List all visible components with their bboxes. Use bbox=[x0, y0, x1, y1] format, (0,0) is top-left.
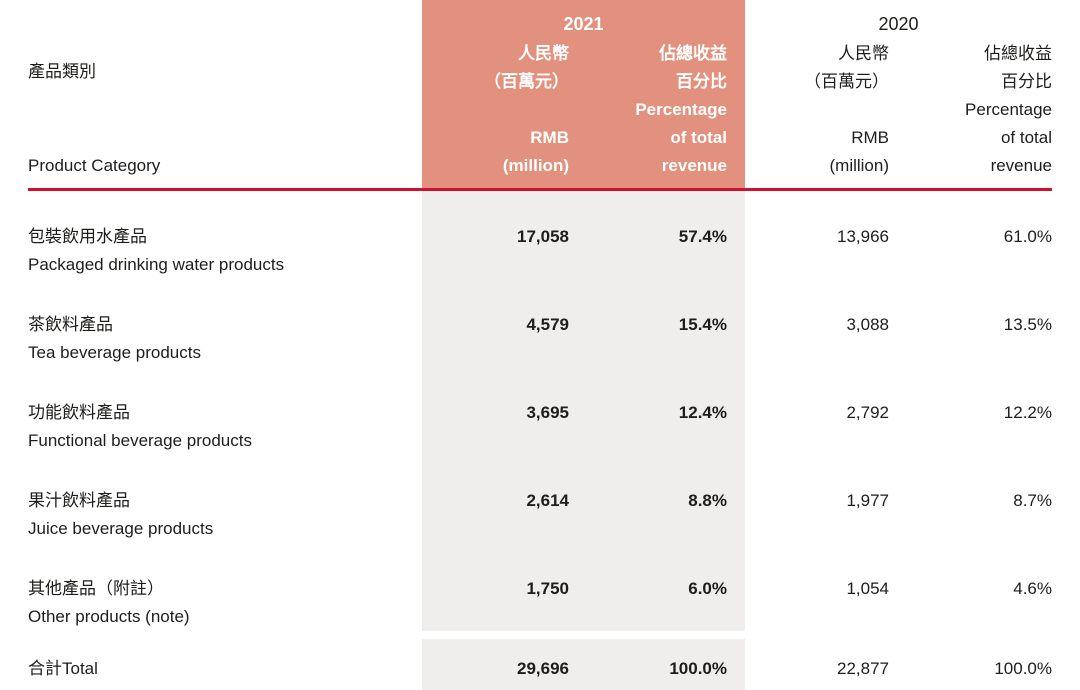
rmb-header-line: RMB bbox=[530, 128, 569, 147]
row-category-zh: 功能飲料產品 bbox=[28, 403, 130, 422]
value-2021-pct: 12.4% bbox=[575, 367, 745, 455]
value-2021-pct: 57.4% bbox=[575, 191, 745, 279]
pct-header-line: 百分比 bbox=[676, 72, 727, 91]
row-category-zh: 茶飲料產品 bbox=[28, 315, 113, 334]
pct-header-line: 佔總收益 bbox=[659, 44, 727, 63]
value-2020-rmb: 1,054 bbox=[846, 579, 889, 598]
value-2021-pct: 6.0% bbox=[575, 543, 745, 631]
row-category-en: Functional beverage products bbox=[28, 431, 252, 450]
value-2021-rmb: 17,058 bbox=[422, 191, 575, 279]
row-category-zh: 果汁飲料產品 bbox=[28, 491, 130, 510]
pct-column-header-2021: 佔總收益 百分比 Percentage of total revenue bbox=[575, 40, 745, 180]
rmb-header-line: 人民幣 bbox=[518, 44, 569, 63]
row-category-zh: 包裝飲用水產品 bbox=[28, 227, 147, 246]
year-label-2020: 2020 bbox=[878, 14, 919, 34]
rmb-header-spacer bbox=[422, 96, 569, 124]
row-category-zh: 其他產品（附註） bbox=[28, 579, 164, 598]
rmb-header-line: （百萬元） bbox=[804, 72, 889, 91]
row-category-en: Juice beverage products bbox=[28, 519, 214, 538]
rmb-header-line: (million) bbox=[502, 156, 569, 175]
row-category-en: Tea beverage products bbox=[28, 343, 201, 362]
category-header-zh: 產品類別 bbox=[28, 62, 96, 81]
column-group-2020-headers: 人民幣 （百萬元） RMB (million) 佔總收益 百分比 Percent… bbox=[745, 40, 1052, 180]
column-group-2021-headers: 人民幣 （百萬元） RMB (million) 佔總收益 百分比 Percent… bbox=[422, 40, 745, 180]
table-row: 其他產品（附註） Other products (note) 1,750 6.0… bbox=[28, 543, 1052, 631]
value-2020-rmb: 2,792 bbox=[846, 403, 889, 422]
pct-header-line: 佔總收益 bbox=[984, 44, 1052, 63]
row-category: 包裝飲用水產品 Packaged drinking water products bbox=[28, 191, 422, 279]
table-row: 功能飲料產品 Functional beverage products 3,69… bbox=[28, 367, 1052, 455]
value-2020-pct: 12.2% bbox=[1003, 403, 1052, 422]
year-label-2021: 2021 bbox=[563, 14, 604, 34]
total-label: 合計Total bbox=[28, 659, 98, 678]
value-2020-rmb: 3,088 bbox=[846, 315, 889, 334]
table-header: 產品類別 Product Category 2021 人民幣 （百萬元） RMB… bbox=[28, 0, 1052, 188]
value-2021-rmb: 3,695 bbox=[422, 367, 575, 455]
rmb-column-header-2020: 人民幣 （百萬元） RMB (million) bbox=[745, 40, 895, 180]
header-divider-rule bbox=[28, 188, 1052, 191]
pct-column-header-2020: 佔總收益 百分比 Percentage of total revenue bbox=[895, 40, 1052, 180]
total-2020-pct: 100.0% bbox=[994, 659, 1052, 678]
row-category: 茶飲料產品 Tea beverage products bbox=[28, 279, 422, 367]
rmb-header-line: RMB bbox=[851, 128, 889, 147]
column-group-2020: 2020 人民幣 （百萬元） RMB (million) 佔總收益 百分比 Pe… bbox=[745, 0, 1052, 188]
total-2021-pct: 100.0% bbox=[575, 639, 745, 690]
pct-header-line: Percentage bbox=[965, 100, 1052, 119]
value-2020-pct: 4.6% bbox=[1013, 579, 1052, 598]
value-2021-pct: 8.8% bbox=[575, 455, 745, 543]
column-group-2021: 2021 人民幣 （百萬元） RMB (million) 佔總收益 百分比 Pe… bbox=[422, 0, 745, 188]
row-category-en: Other products (note) bbox=[28, 607, 190, 626]
value-2021-rmb: 1,750 bbox=[422, 543, 575, 631]
value-2020-rmb: 1,977 bbox=[846, 491, 889, 510]
rmb-header-line: (million) bbox=[829, 156, 890, 175]
value-2020-pct: 13.5% bbox=[1003, 315, 1052, 334]
total-2020-rmb: 22,877 bbox=[837, 659, 889, 678]
pct-header-line: of total bbox=[1000, 128, 1052, 147]
category-header-en: Product Category bbox=[28, 156, 161, 175]
category-header: 產品類別 Product Category bbox=[28, 0, 422, 188]
table-row: 茶飲料產品 Tea beverage products 4,579 15.4% … bbox=[28, 279, 1052, 367]
value-2020-rmb: 13,966 bbox=[837, 227, 889, 246]
value-2021-rmb: 2,614 bbox=[422, 455, 575, 543]
row-category: 其他產品（附註） Other products (note) bbox=[28, 543, 422, 631]
pct-header-line: 百分比 bbox=[1001, 72, 1052, 91]
rmb-column-header-2021: 人民幣 （百萬元） RMB (million) bbox=[422, 40, 575, 180]
pct-header-line: Percentage bbox=[635, 100, 727, 119]
value-2021-pct: 15.4% bbox=[575, 279, 745, 367]
row-category: 功能飲料產品 Functional beverage products bbox=[28, 367, 422, 455]
value-2021-rmb: 4,579 bbox=[422, 279, 575, 367]
pct-header-line: revenue bbox=[990, 156, 1052, 175]
rmb-header-line: （百萬元） bbox=[484, 72, 569, 91]
table-row: 包裝飲用水產品 Packaged drinking water products… bbox=[28, 191, 1052, 279]
pct-header-line: of total bbox=[670, 128, 727, 147]
row-category: 果汁飲料產品 Juice beverage products bbox=[28, 455, 422, 543]
rmb-header-line: 人民幣 bbox=[838, 44, 889, 63]
value-2020-pct: 8.7% bbox=[1013, 491, 1052, 510]
row-category-en: Packaged drinking water products bbox=[28, 255, 285, 274]
rmb-header-spacer bbox=[745, 96, 889, 124]
total-row: 合計Total 29,696 100.0% 22,877 100.0% bbox=[28, 639, 1052, 690]
value-2020-pct: 61.0% bbox=[1003, 227, 1052, 246]
table-row: 果汁飲料產品 Juice beverage products 2,614 8.8… bbox=[28, 455, 1052, 543]
total-2021-rmb: 29,696 bbox=[422, 639, 575, 690]
pct-header-line: revenue bbox=[661, 156, 727, 175]
